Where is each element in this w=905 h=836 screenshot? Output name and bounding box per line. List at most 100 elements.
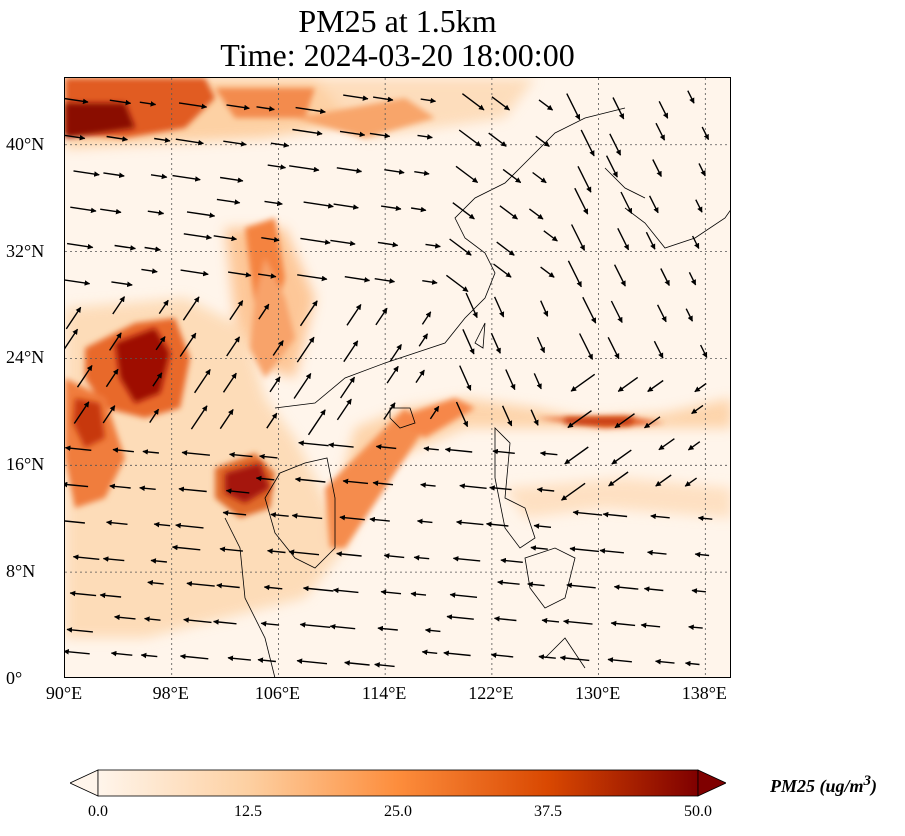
- wind-vector: [536, 336, 546, 354]
- wind-vector: [456, 519, 484, 526]
- colorbar: [70, 769, 726, 797]
- wind-vector: [605, 155, 618, 178]
- wind-vector: [539, 450, 558, 457]
- wind-vector: [652, 159, 662, 178]
- wind-vector: [459, 483, 487, 489]
- wind-vector: [420, 482, 436, 488]
- wind-vector: [259, 453, 278, 460]
- wind-vector: [541, 617, 560, 624]
- wind-vector: [150, 558, 167, 564]
- wind-vector: [190, 405, 208, 430]
- wind-vector: [566, 582, 596, 589]
- colorbar-extend-low: [70, 769, 99, 797]
- wind-vector: [229, 300, 244, 321]
- wind-vector: [65, 97, 89, 105]
- wind-vector: [452, 555, 481, 562]
- wind-vector: [377, 241, 399, 248]
- wind-vector: [140, 652, 158, 659]
- wind-vector: [536, 487, 555, 493]
- wind-vector: [458, 129, 482, 147]
- wind-vector: [533, 373, 542, 390]
- wind-vector: [257, 657, 276, 663]
- wind-vector: [697, 515, 713, 522]
- wind-vector: [452, 202, 475, 220]
- wind-vector: [289, 165, 320, 173]
- wind-vector: [415, 369, 425, 383]
- wind-vector: [340, 376, 356, 399]
- wind-vector: [70, 206, 97, 214]
- wind-vector: [154, 137, 171, 143]
- wind-vector: [643, 586, 664, 592]
- wind-vector: [181, 450, 210, 456]
- wind-vector: [535, 135, 550, 147]
- wind-vector: [570, 373, 596, 392]
- wind-vector: [527, 581, 545, 588]
- wind-vector: [383, 402, 396, 420]
- wind-vector: [372, 480, 394, 486]
- wind-vector: [65, 520, 85, 524]
- wind-vector: [216, 582, 240, 589]
- wind-vector: [574, 187, 589, 215]
- wind-vector: [500, 557, 523, 564]
- wind-vector: [182, 296, 200, 321]
- wind-vector: [73, 170, 100, 177]
- wind-vector: [694, 551, 710, 558]
- wind-vector: [72, 554, 100, 560]
- wind-vector: [413, 554, 430, 561]
- wind-vector: [65, 134, 86, 141]
- wind-vector: [333, 203, 359, 210]
- wind-vector: [139, 101, 157, 107]
- wind-vector: [384, 169, 405, 175]
- wind-vector: [149, 408, 160, 423]
- wind-vector: [380, 205, 402, 212]
- wind-vector: [540, 300, 549, 317]
- wind-vector: [106, 135, 128, 142]
- wind-vector: [65, 306, 82, 330]
- wind-vector: [580, 129, 595, 157]
- wind-vector: [645, 231, 656, 250]
- wind-vector: [329, 623, 356, 630]
- wind-vector: [153, 521, 171, 528]
- wind-vector: [655, 122, 666, 141]
- wind-vector: [298, 440, 329, 447]
- wind-vector: [73, 401, 90, 424]
- wind-vector: [144, 246, 161, 252]
- wind-vector: [418, 333, 429, 347]
- wind-vector: [485, 521, 509, 528]
- wind-vector: [102, 556, 125, 562]
- wind-vector: [229, 452, 253, 458]
- wind-vector: [336, 398, 352, 421]
- colorbar-gradient: [97, 769, 699, 797]
- wind-vector: [216, 198, 241, 205]
- wind-vector: [299, 300, 318, 327]
- wind-vector: [66, 627, 93, 633]
- plot-title: PM25 at 1.5km Time: 2024-03-20 18:00:00: [0, 4, 795, 72]
- wind-vector: [328, 442, 354, 448]
- wind-vector: [180, 269, 209, 277]
- wind-vector: [336, 167, 363, 174]
- wind-vector: [698, 163, 706, 177]
- wind-vector: [421, 311, 432, 325]
- wind-vector: [617, 227, 630, 251]
- wind-vector: [446, 614, 474, 620]
- wind-vector: [455, 401, 469, 428]
- wind-vector: [183, 617, 212, 624]
- longitude-tick-label: 106°E: [254, 683, 301, 703]
- wind-vector: [610, 620, 636, 627]
- wind-vector: [147, 210, 165, 216]
- wind-vectors: [65, 90, 713, 668]
- wind-vector: [567, 410, 592, 429]
- wind-vector: [295, 106, 326, 115]
- wind-vector: [213, 235, 238, 242]
- wind-vector: [330, 239, 356, 247]
- wind-vector: [222, 510, 247, 516]
- wind-vector: [225, 488, 250, 494]
- wind-vector: [424, 627, 441, 634]
- colorbar-tick-label: 25.0: [384, 803, 412, 820]
- wind-vector: [223, 140, 247, 147]
- wind-vector: [533, 523, 552, 529]
- wind-vector: [461, 93, 485, 111]
- wind-vector: [106, 519, 128, 526]
- wind-vector: [369, 132, 391, 139]
- wind-vector: [691, 588, 706, 594]
